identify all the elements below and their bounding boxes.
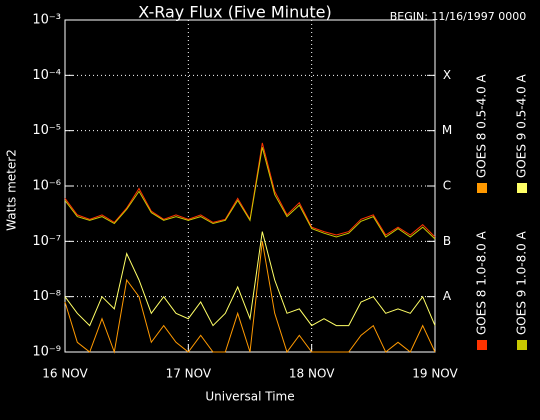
y2-tick-label: A [443,289,452,303]
legend-label: GOES 8 0.5-4.0 A [475,73,489,178]
series-line [64,231,436,327]
y2-tick-label: X [443,68,451,82]
series-line [64,142,436,238]
legend-label: GOES 8 1.0-8.0 A [475,230,489,335]
y-tick-label: 10⁻⁹ [32,345,61,360]
y-tick-label: 10⁻³ [32,13,61,28]
legend-swatch [477,340,487,350]
legend-swatch [517,183,527,193]
series-line [64,241,436,354]
x-axis-label: Universal Time [205,390,294,404]
y-axis-label: Watts meter2 [5,149,19,231]
chart-subtitle: BEGIN: 11/16/1997 0000 [390,10,527,23]
y-tick-label: 10⁻⁵ [32,123,61,138]
legend-swatch [517,340,527,350]
chart-title: X-Ray Flux (Five Minute) [138,3,331,22]
y2-tick-label: M [442,123,452,137]
x-tick-label: 16 NOV [42,367,88,381]
legend-label: GOES 9 0.5-4.0 A [515,73,529,178]
y2-tick-label: C [443,179,451,193]
x-tick-label: 19 NOV [412,367,458,381]
series-line [64,147,436,240]
y2-tick-label: B [443,234,451,248]
legend-label: GOES 9 1.0-8.0 A [515,230,529,335]
x-tick-label: 17 NOV [166,367,212,381]
y-tick-label: 10⁻⁷ [32,234,61,249]
legend-swatch [477,183,487,193]
x-tick-label: 18 NOV [289,367,335,381]
y-tick-label: 10⁻⁸ [32,289,61,304]
y-tick-label: 10⁻⁴ [32,68,61,83]
y-tick-label: 10⁻⁶ [32,179,61,194]
